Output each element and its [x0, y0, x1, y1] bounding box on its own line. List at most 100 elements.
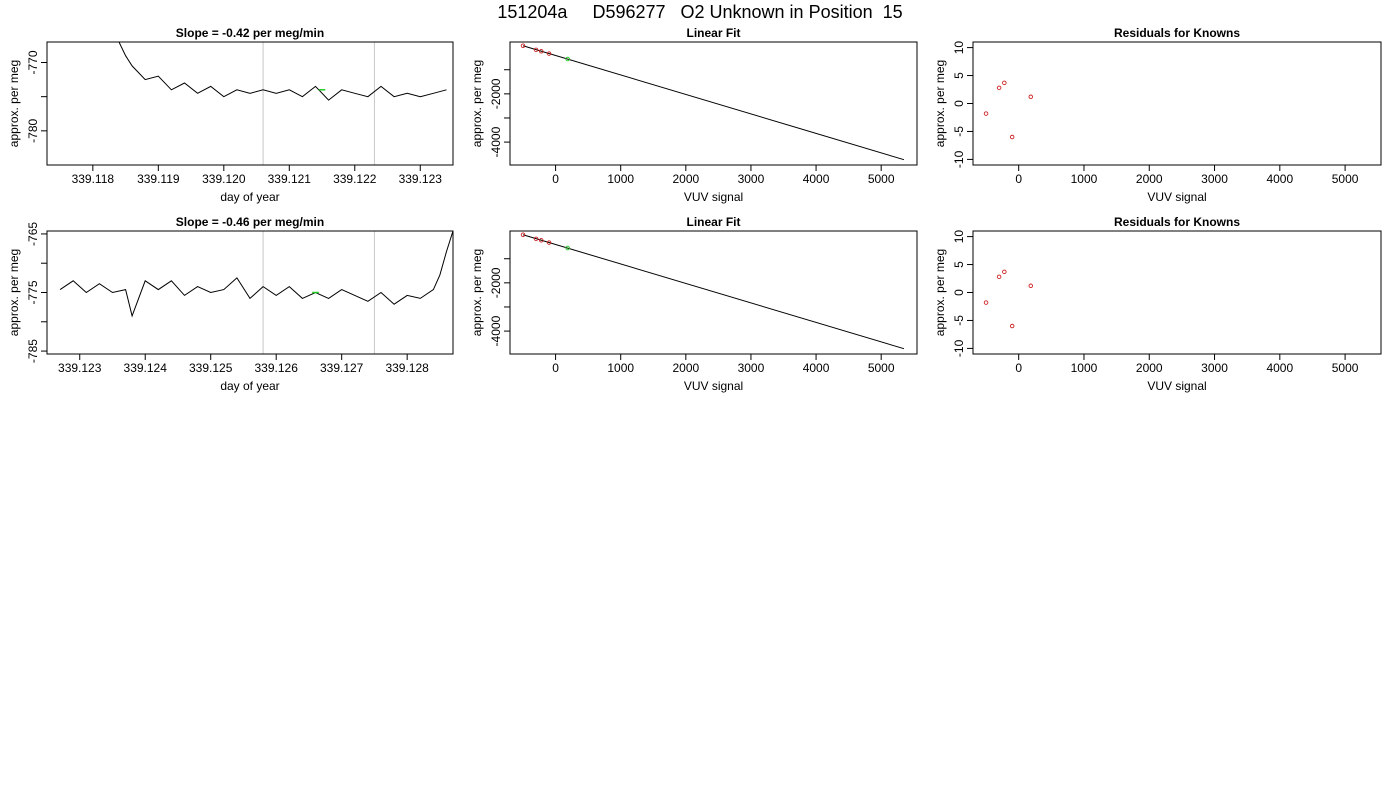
- x-tick-label: 4000: [1266, 361, 1293, 375]
- y-tick-label: -2000: [489, 78, 503, 109]
- plot-frame: [972, 41, 1382, 166]
- data-trace-line: [59, 231, 453, 318]
- x-tick-label: 0: [1015, 172, 1022, 186]
- x-tick-label: 4000: [1266, 172, 1293, 186]
- page-title: 151204a D596277 O2 Unknown in Position 1…: [497, 2, 903, 22]
- x-tick-label: 2000: [672, 361, 699, 375]
- known-point: [539, 238, 544, 243]
- known-point: [533, 236, 539, 242]
- y-axis-label: approx. per meg: [7, 249, 21, 336]
- residual-point: [996, 85, 1002, 91]
- x-axis-label: VUV signal: [684, 379, 743, 393]
- panel-title: Slope = -0.42 per meg/min: [176, 26, 324, 40]
- x-tick-label: 339.128: [385, 361, 429, 375]
- y-tick-label: -775: [26, 280, 40, 304]
- residual-point: [1002, 80, 1007, 86]
- y-tick-label: 5: [952, 72, 966, 79]
- x-tick-label: 3000: [1201, 172, 1228, 186]
- plot-data-layer: [118, 42, 447, 165]
- chart-panel-2: 0 1000 2000 3000 4000 5000 -4000 -2000 Linear Fi…: [470, 26, 918, 204]
- plot-data-layer: [520, 232, 905, 350]
- y-tick-label: -5: [952, 126, 966, 137]
- plot-data-layer: [520, 43, 905, 161]
- plot-data-layer: [983, 80, 1034, 140]
- known-point: [533, 47, 539, 53]
- x-tick-label: 4000: [803, 361, 830, 375]
- known-point: [546, 240, 552, 245]
- x-tick-label: 2000: [1136, 361, 1163, 375]
- x-tick-label: 5000: [1332, 172, 1359, 186]
- y-axis-label: approx. per meg: [470, 60, 484, 147]
- residual-point: [1028, 94, 1034, 100]
- y-tick-label: 10: [952, 230, 966, 244]
- y-tick-label: 5: [952, 261, 966, 268]
- panel-title: Slope = -0.46 per meg/min: [176, 215, 324, 229]
- x-tick-label: 1000: [607, 172, 634, 186]
- x-tick-label: 5000: [868, 172, 895, 186]
- plot-frame: [46, 41, 454, 166]
- y-axis-label: approx. per meg: [933, 60, 947, 147]
- plot-frame: [46, 230, 454, 355]
- y-tick-label: -770: [26, 50, 40, 74]
- unknown-point: [565, 245, 570, 251]
- x-tick-label: 3000: [738, 172, 765, 186]
- residual-point: [983, 300, 989, 305]
- y-tick-label: 0: [952, 100, 966, 107]
- plot-data-layer: [59, 231, 453, 354]
- known-point: [539, 49, 544, 54]
- panel-title: Linear Fit: [686, 215, 740, 229]
- chart-panel-3: 0 1000 2000 3000 4000 5000 -10 -5 0 5 10 Residuals …: [933, 26, 1382, 204]
- data-trace-line: [118, 42, 447, 101]
- x-tick-label: 5000: [1332, 361, 1359, 375]
- x-tick-label: 3000: [738, 361, 765, 375]
- x-axis-label: VUV signal: [1147, 190, 1206, 204]
- x-tick-label: 0: [552, 172, 559, 186]
- y-tick-label: 10: [952, 41, 966, 55]
- residual-point: [1028, 283, 1034, 289]
- x-axis-label: day of year: [220, 379, 279, 393]
- residual-point: [1009, 134, 1015, 140]
- x-tick-label: 339.121: [268, 172, 312, 186]
- x-axis-label: day of year: [220, 190, 279, 204]
- y-tick-label: -780: [26, 119, 40, 143]
- plot-frame: [509, 41, 918, 166]
- plot-data-layer: [983, 269, 1034, 329]
- x-axis-label: VUV signal: [1147, 379, 1206, 393]
- chart-panel-6: 0 1000 2000 3000 4000 5000 -10 -5 0 5 10 Residuals …: [933, 215, 1382, 393]
- y-tick-label: -785: [26, 339, 40, 363]
- known-point: [520, 43, 526, 48]
- x-tick-label: 339.119: [137, 172, 180, 186]
- known-point: [546, 51, 552, 56]
- chart-panel-5: 0 1000 2000 3000 4000 5000 -4000 -2000 Linear Fi…: [470, 215, 918, 393]
- x-tick-label: 2000: [1136, 172, 1163, 186]
- x-tick-label: 3000: [1201, 361, 1228, 375]
- chart-panel-1: 339.118 339.119 339.120 339.121 339.122 339.1…: [7, 26, 454, 204]
- residual-point: [1009, 323, 1015, 329]
- y-tick-label: -10: [952, 150, 966, 168]
- unknown-point: [565, 56, 570, 62]
- x-axis-label: VUV signal: [684, 190, 743, 204]
- y-tick-label: -4000: [489, 126, 503, 157]
- panel-title: Linear Fit: [686, 26, 740, 40]
- x-tick-label: 1000: [1071, 361, 1098, 375]
- panel-title: Residuals for Knowns: [1114, 26, 1240, 40]
- y-axis-label: approx. per meg: [470, 249, 484, 336]
- x-tick-label: 0: [552, 361, 559, 375]
- residual-point: [983, 111, 989, 116]
- y-tick-label: -765: [26, 222, 40, 246]
- plot-frame: [972, 230, 1382, 355]
- y-tick-label: 0: [952, 289, 966, 296]
- linear-fit-line: [522, 234, 905, 350]
- x-tick-label: 339.123: [399, 172, 443, 186]
- x-tick-label: 339.127: [320, 361, 364, 375]
- residual-point: [996, 274, 1002, 280]
- x-tick-label: 339.126: [254, 361, 298, 375]
- x-tick-label: 2000: [672, 172, 699, 186]
- y-tick-label: -10: [952, 339, 966, 357]
- x-tick-label: 339.122: [333, 172, 377, 186]
- x-tick-label: 1000: [607, 361, 634, 375]
- y-axis-label: approx. per meg: [7, 60, 21, 147]
- x-tick-label: 339.118: [72, 172, 115, 186]
- y-tick-label: -5: [952, 315, 966, 326]
